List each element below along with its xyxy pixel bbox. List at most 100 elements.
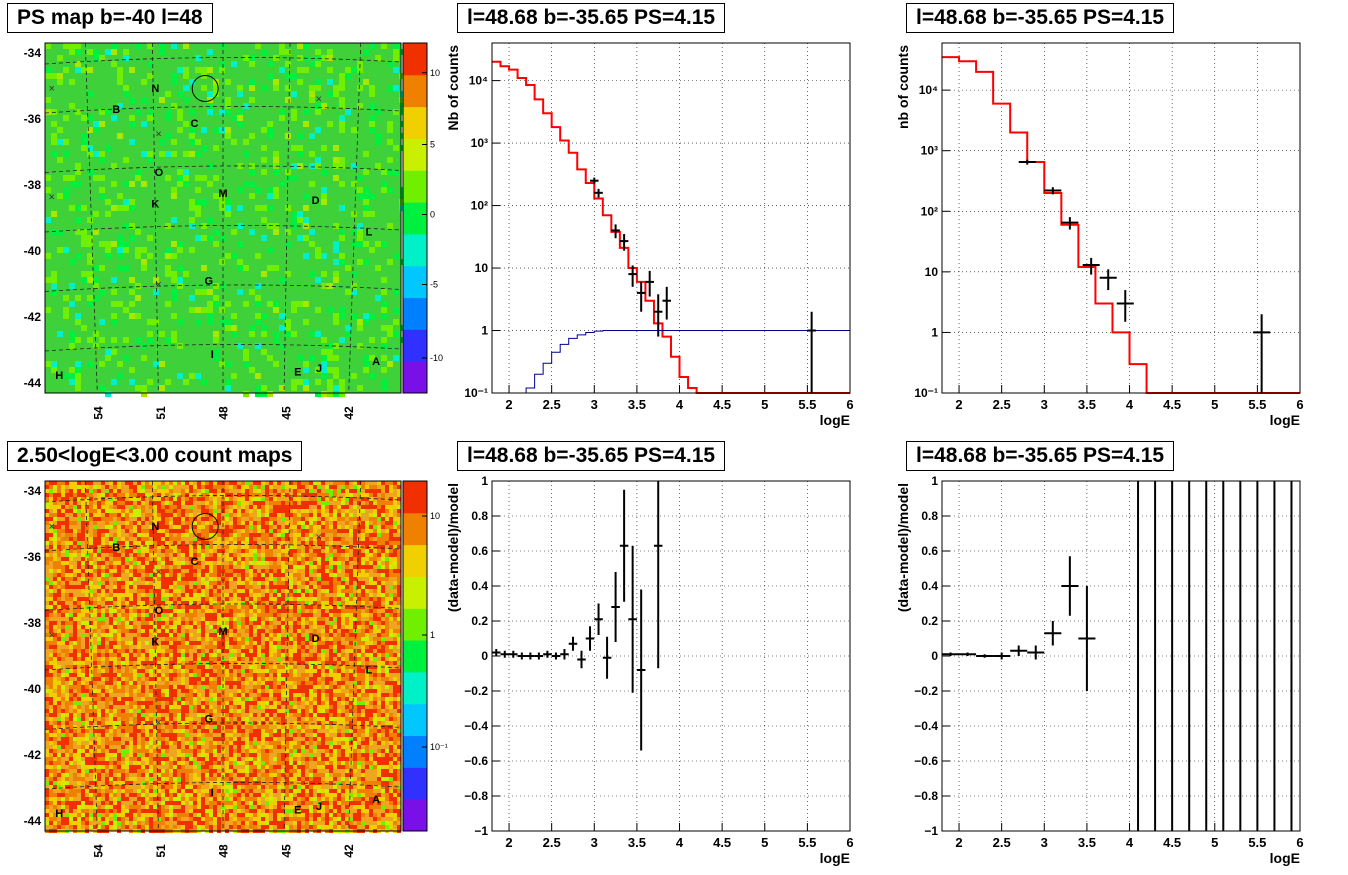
map-pixel [309,91,315,97]
map-pixel [89,681,93,685]
map-pixel [253,641,257,645]
map-pixel [321,657,325,661]
map-pixel [173,685,177,689]
map-pixel [261,313,267,319]
map-pixel [87,277,93,283]
map-pixel [169,533,173,537]
map-pixel [281,537,285,541]
map-pixel [149,525,153,529]
map-pixel [337,537,341,541]
map-pixel [245,581,249,585]
map-pixel [137,605,141,609]
map-pixel [49,513,53,517]
map-pixel [329,545,333,549]
map-pixel [101,577,105,581]
map-pixel [89,653,93,657]
map-pixel [337,525,341,529]
map-pixel [105,589,109,593]
map-pixel [81,657,85,661]
map-pixel [77,517,81,521]
map-pixel [361,693,365,697]
map-pixel [209,577,213,581]
map-pixel [357,637,361,641]
map-pixel [189,513,193,517]
map-pixel [217,537,221,541]
map-pixel [189,205,195,211]
map-pixel [193,593,197,597]
map-pixel [153,609,157,613]
map-pixel [219,127,225,133]
map-pixel [281,709,285,713]
map-pixel [339,235,345,241]
map-pixel [349,545,353,549]
map-pixel [69,693,73,697]
map-pixel [353,505,357,509]
map-pixel [325,581,329,585]
map-pixel [375,295,381,301]
map-pixel [243,55,249,61]
map-pixel [293,573,297,577]
map-pixel [165,633,169,637]
map-pixel [185,557,189,561]
map-pixel [137,533,141,537]
map-pixel [313,705,317,709]
map-pixel [297,641,301,645]
map-pixel [161,573,165,577]
map-pixel [301,645,305,649]
map-pixel [397,585,401,589]
map-pixel [305,673,309,677]
map-pixel [121,709,125,713]
map-pixel [253,533,257,537]
map-pixel [381,621,385,625]
map-pixel [297,145,303,151]
map-pixel [81,673,85,677]
map-pixel [305,681,309,685]
map-pixel [169,573,173,577]
map-pixel [77,709,81,713]
map-pixel [89,665,93,669]
map-pixel [149,713,153,717]
map-pixel [337,561,341,565]
map-pixel [309,685,313,689]
map-pixel [217,549,221,553]
map-pixel [397,569,401,573]
map-pixel [157,569,161,573]
map-pixel [377,613,381,617]
map-pixel [269,629,273,633]
map-pixel [285,271,291,277]
map-pixel [209,605,213,609]
map-pixel [301,589,305,593]
map-pixel [173,693,177,697]
map-pixel [45,97,51,103]
map-pixel [147,73,153,79]
map-pixel [73,649,77,653]
map-pixel [349,581,353,585]
map-pixel [241,541,245,545]
map-pixel [369,373,375,379]
map-pixel [157,713,161,717]
map-pixel [177,561,181,565]
map-pixel [373,509,377,513]
map-pixel [257,589,261,593]
map-pixel [161,549,165,553]
map-pixel [193,485,197,489]
map-pixel [397,701,401,705]
map-pixel [373,577,377,581]
map-pixel [177,657,181,661]
map-pixel [133,493,137,497]
map-pixel [281,617,285,621]
map-pixel [209,613,213,617]
map-pixel [337,689,341,693]
map-pixel [205,633,209,637]
latitude-line [44,165,402,173]
map-pixel [141,181,147,187]
map-pixel [399,49,405,55]
map-pixel [273,709,277,713]
map-pixel [217,629,221,633]
map-pixel [125,493,129,497]
map-pixel [229,673,233,677]
map-pixel [393,517,397,521]
map-pixel [49,497,53,501]
map-pixel [237,589,241,593]
map-pixel [97,677,101,681]
